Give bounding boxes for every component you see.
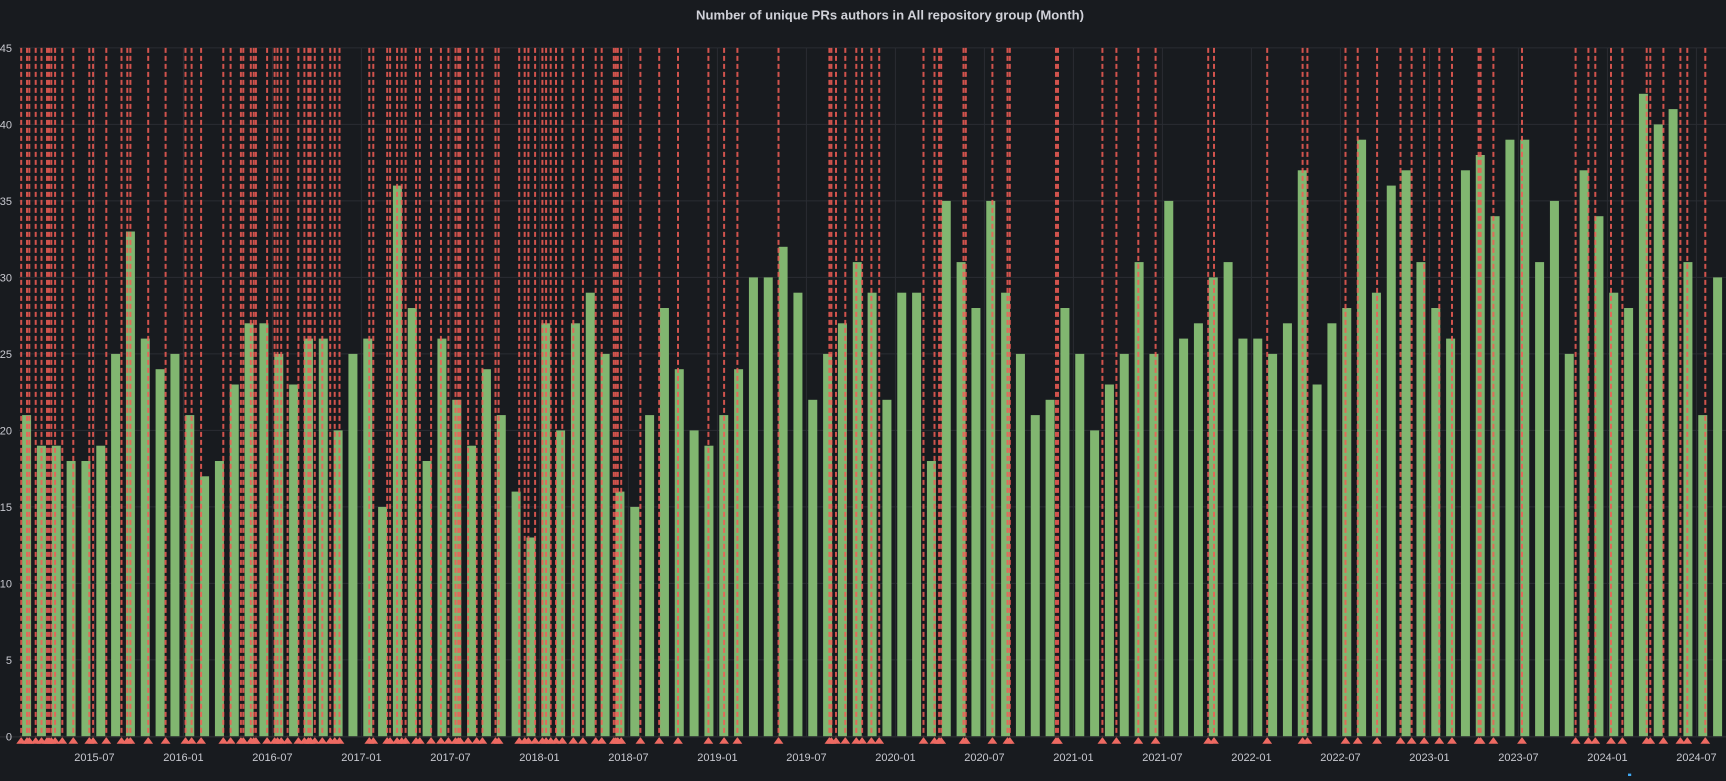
svg-text:2022-07: 2022-07 bbox=[1320, 752, 1360, 764]
svg-text:2021-07: 2021-07 bbox=[1142, 752, 1182, 764]
svg-text:2022-01: 2022-01 bbox=[1231, 752, 1271, 764]
svg-text:2023-01: 2023-01 bbox=[1409, 752, 1449, 764]
svg-text:2017-01: 2017-01 bbox=[341, 752, 381, 764]
svg-text:2021-01: 2021-01 bbox=[1053, 752, 1093, 764]
svg-text:30: 30 bbox=[0, 272, 12, 284]
svg-text:2024-07: 2024-07 bbox=[1676, 752, 1716, 764]
svg-text:25: 25 bbox=[0, 349, 12, 361]
svg-text:2024-01: 2024-01 bbox=[1587, 752, 1627, 764]
svg-text:5: 5 bbox=[6, 655, 12, 667]
svg-text:20: 20 bbox=[0, 425, 12, 437]
svg-text:2016-07: 2016-07 bbox=[252, 752, 292, 764]
svg-text:0: 0 bbox=[6, 731, 12, 743]
svg-text:45: 45 bbox=[0, 43, 12, 55]
svg-text:2020-01: 2020-01 bbox=[875, 752, 915, 764]
svg-text:2020-07: 2020-07 bbox=[964, 752, 1004, 764]
svg-text:40: 40 bbox=[0, 119, 12, 131]
svg-text:2023-07: 2023-07 bbox=[1498, 752, 1538, 764]
svg-text:2016-01: 2016-01 bbox=[163, 752, 203, 764]
svg-text:35: 35 bbox=[0, 196, 12, 208]
svg-text:2015-07: 2015-07 bbox=[74, 752, 114, 764]
svg-text:2019-01: 2019-01 bbox=[697, 752, 737, 764]
svg-text:15: 15 bbox=[0, 502, 12, 514]
svg-text:2018-01: 2018-01 bbox=[519, 752, 559, 764]
svg-text:2019-07: 2019-07 bbox=[786, 752, 826, 764]
svg-text:2018-07: 2018-07 bbox=[608, 752, 648, 764]
svg-text:Number of unique PRs authors i: Number of unique PRs authors in All repo… bbox=[696, 8, 1084, 23]
svg-text:10: 10 bbox=[0, 578, 12, 590]
svg-text:2017-07: 2017-07 bbox=[430, 752, 470, 764]
